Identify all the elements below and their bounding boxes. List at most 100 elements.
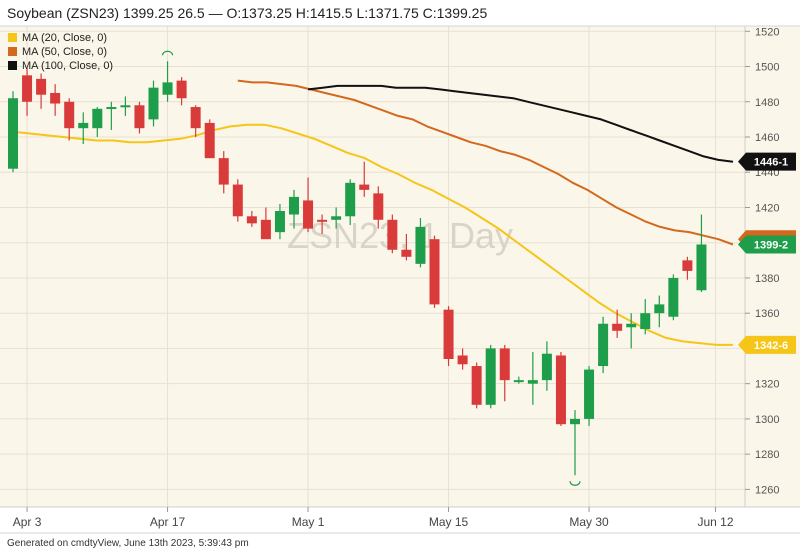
moving-averages [12,79,734,346]
candle[interactable] [513,376,524,384]
candle[interactable] [457,348,468,370]
candle[interactable] [106,101,117,130]
candle-body [373,193,384,220]
y-tick-label: 1380 [755,273,779,285]
y-tick-label: 1500 [755,62,779,74]
candle-body [22,75,33,102]
candle[interactable] [668,274,679,321]
candle[interactable] [541,341,552,391]
candle-body [331,216,342,220]
candle[interactable] [246,211,257,227]
candle[interactable] [555,351,566,426]
candle[interactable] [36,73,47,109]
candle[interactable] [626,313,637,349]
candle[interactable] [78,112,89,145]
legend-swatch [8,61,17,70]
x-tick-label: May 1 [292,515,325,529]
candle-body [92,108,103,129]
last-value-tag [738,235,796,254]
candle[interactable] [331,207,342,229]
chart-title: Soybean (ZSN23) 1399.25 26.5 — O:1373.25… [7,5,487,21]
candle[interactable] [260,207,271,240]
candle-body [626,323,637,328]
candles [8,61,707,476]
candle-body [345,182,356,217]
candle[interactable] [696,214,707,293]
candle-body [443,309,454,359]
last-value-text: 1399-2 [754,239,788,251]
candle[interactable] [289,189,299,229]
candle[interactable] [92,107,103,137]
candle[interactable] [570,410,580,476]
x-tick-label: May 30 [569,515,609,529]
footer-text: Generated on cmdtyView, June 13th 2023, … [7,538,249,549]
y-tick-label: 1260 [755,484,779,496]
candle[interactable] [120,96,131,116]
candle-body [598,323,609,367]
legend-item[interactable]: MA (100, Close, 0) [8,60,113,72]
y-axis-panel [745,26,800,507]
y-tick-label: 1420 [755,202,779,214]
candle[interactable] [682,256,693,280]
candle[interactable] [204,119,215,159]
candle-body [246,216,257,224]
candle-body [176,80,187,99]
candle[interactable] [612,309,623,338]
candle[interactable] [471,362,482,409]
candle[interactable] [22,68,33,116]
x-tick-label: Apr 17 [150,515,186,529]
candle[interactable] [64,98,75,141]
candle[interactable] [134,101,145,134]
candle[interactable] [527,351,538,405]
candle-body [612,323,623,331]
footer-bar [0,533,800,551]
legend-item[interactable]: MA (50, Close, 0) [8,46,107,58]
candle[interactable] [274,203,285,240]
candle[interactable] [8,91,18,173]
candle[interactable] [598,316,609,374]
candle[interactable] [415,218,426,268]
candle[interactable] [640,299,651,335]
candle[interactable] [345,179,356,226]
candle[interactable] [50,84,61,116]
candle-body [668,277,679,317]
high-marker [161,50,174,56]
candle-body [204,122,215,159]
candle[interactable] [232,179,243,222]
legend-label: MA (20, Close, 0) [22,32,107,44]
candle-body [218,158,229,185]
candle[interactable] [429,235,440,308]
legend-item[interactable]: MA (20, Close, 0) [8,32,107,44]
candle-body [485,348,496,405]
candle[interactable] [443,306,454,367]
plot-area[interactable] [0,26,745,507]
legend-label: MA (50, Close, 0) [22,46,107,58]
candle[interactable] [485,344,496,409]
candle[interactable] [303,177,314,233]
candle[interactable] [373,186,384,229]
candle[interactable] [359,161,370,197]
y-tick-label: 1480 [755,97,779,109]
candle-body [359,184,370,190]
last-value-label: 1342-6 [738,335,796,354]
candle-body [584,369,595,419]
candle-body [36,78,47,95]
legend: MA (20, Close, 0) MA (50, Close, 0) MA (10… [8,32,113,72]
candle[interactable] [584,366,595,426]
candle[interactable] [317,214,328,234]
ma-line-3 [307,84,734,163]
candle[interactable] [499,344,510,402]
candle[interactable] [218,151,229,194]
candle[interactable] [401,233,412,261]
candle[interactable] [162,61,173,102]
candle[interactable] [654,295,665,328]
candle-body [654,304,665,314]
candle[interactable] [176,77,187,106]
candle-body [401,249,412,257]
last-value-label: 1446-1 [738,152,796,171]
candle[interactable] [148,80,159,127]
candle[interactable] [190,105,201,137]
candle[interactable] [387,214,398,254]
